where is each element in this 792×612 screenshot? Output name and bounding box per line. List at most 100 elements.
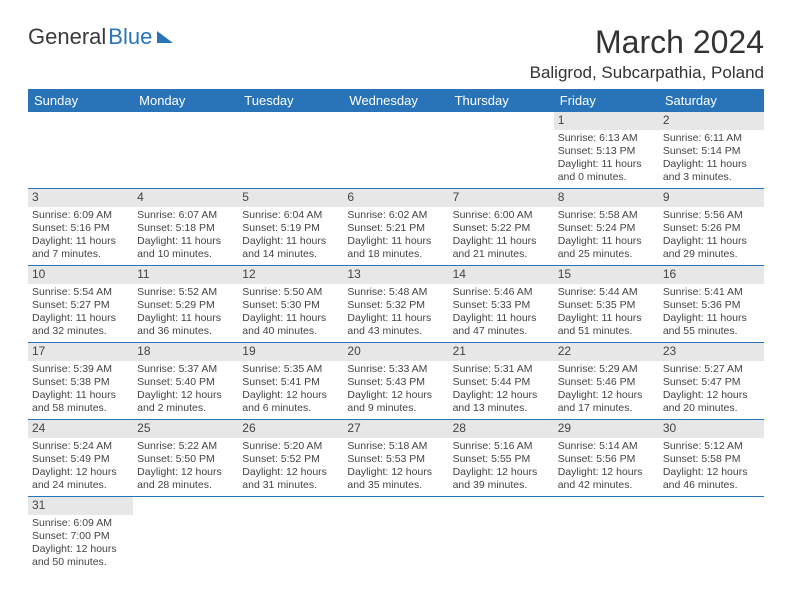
calendar-row: 10Sunrise: 5:54 AMSunset: 5:27 PMDayligh… [28, 266, 764, 343]
day-number: 20 [343, 343, 448, 361]
day-info: Sunrise: 6:11 AMSunset: 5:14 PMDaylight:… [659, 130, 764, 189]
day-info-line: and 39 minutes. [453, 479, 550, 492]
day-info-line: and 3 minutes. [663, 171, 760, 184]
day-info-line: Sunset: 5:27 PM [32, 299, 129, 312]
day-info: Sunrise: 5:22 AMSunset: 5:50 PMDaylight:… [133, 438, 238, 497]
day-info-line: and 43 minutes. [347, 325, 444, 338]
day-info: Sunrise: 5:31 AMSunset: 5:44 PMDaylight:… [449, 361, 554, 420]
day-info-line: Daylight: 12 hours [242, 389, 339, 402]
day-info: Sunrise: 5:56 AMSunset: 5:26 PMDaylight:… [659, 207, 764, 266]
calendar-cell: 3Sunrise: 6:09 AMSunset: 5:16 PMDaylight… [28, 189, 133, 266]
day-info-line: and 25 minutes. [558, 248, 655, 261]
day-info-line: Sunset: 5:32 PM [347, 299, 444, 312]
calendar-row: 3Sunrise: 6:09 AMSunset: 5:16 PMDaylight… [28, 189, 764, 266]
calendar-cell: 30Sunrise: 5:12 AMSunset: 5:58 PMDayligh… [659, 420, 764, 497]
day-info-line: Sunset: 5:46 PM [558, 376, 655, 389]
day-info: Sunrise: 5:27 AMSunset: 5:47 PMDaylight:… [659, 361, 764, 420]
day-info-line: and 0 minutes. [558, 171, 655, 184]
day-info-line: Daylight: 11 hours [347, 235, 444, 248]
day-info: Sunrise: 6:07 AMSunset: 5:18 PMDaylight:… [133, 207, 238, 266]
day-number: 1 [554, 112, 659, 130]
calendar-row: 17Sunrise: 5:39 AMSunset: 5:38 PMDayligh… [28, 343, 764, 420]
day-info-line: Sunrise: 5:48 AM [347, 286, 444, 299]
day-info-line: Daylight: 12 hours [242, 466, 339, 479]
calendar-cell [554, 497, 659, 574]
calendar-cell [659, 497, 764, 574]
calendar-cell: 19Sunrise: 5:35 AMSunset: 5:41 PMDayligh… [238, 343, 343, 420]
day-info-line: Sunset: 5:19 PM [242, 222, 339, 235]
day-info: Sunrise: 5:44 AMSunset: 5:35 PMDaylight:… [554, 284, 659, 343]
calendar-cell [133, 112, 238, 189]
day-info-line: and 7 minutes. [32, 248, 129, 261]
calendar-cell: 11Sunrise: 5:52 AMSunset: 5:29 PMDayligh… [133, 266, 238, 343]
calendar-cell: 2Sunrise: 6:11 AMSunset: 5:14 PMDaylight… [659, 112, 764, 189]
day-number: 11 [133, 266, 238, 284]
logo-text-1: General [28, 24, 106, 50]
day-info-line: Sunrise: 5:33 AM [347, 363, 444, 376]
day-info-line: Daylight: 11 hours [663, 158, 760, 171]
day-number: 10 [28, 266, 133, 284]
day-info-line: Sunset: 5:49 PM [32, 453, 129, 466]
day-info-line: and 31 minutes. [242, 479, 339, 492]
day-info-line: Sunset: 5:16 PM [32, 222, 129, 235]
day-info-line: Daylight: 11 hours [453, 312, 550, 325]
day-info-line: Sunrise: 5:16 AM [453, 440, 550, 453]
day-info-line: Sunset: 5:52 PM [242, 453, 339, 466]
day-number: 21 [449, 343, 554, 361]
calendar-cell: 31Sunrise: 6:09 AMSunset: 7:00 PMDayligh… [28, 497, 133, 574]
day-info-line: Sunset: 5:21 PM [347, 222, 444, 235]
day-info: Sunrise: 5:16 AMSunset: 5:55 PMDaylight:… [449, 438, 554, 497]
day-number: 26 [238, 420, 343, 438]
day-info: Sunrise: 5:52 AMSunset: 5:29 PMDaylight:… [133, 284, 238, 343]
day-info-line: Daylight: 12 hours [32, 543, 129, 556]
calendar-cell: 22Sunrise: 5:29 AMSunset: 5:46 PMDayligh… [554, 343, 659, 420]
day-info-line: Sunset: 5:44 PM [453, 376, 550, 389]
day-info-line: Sunset: 5:33 PM [453, 299, 550, 312]
logo: GeneralBlue [28, 24, 173, 50]
day-info-line: Sunset: 5:55 PM [453, 453, 550, 466]
calendar-cell [343, 497, 448, 574]
day-info-line: Sunset: 5:24 PM [558, 222, 655, 235]
day-info-line: Sunset: 7:00 PM [32, 530, 129, 543]
day-info-line: Daylight: 11 hours [137, 312, 234, 325]
calendar-cell: 9Sunrise: 5:56 AMSunset: 5:26 PMDaylight… [659, 189, 764, 266]
day-info-line: and 9 minutes. [347, 402, 444, 415]
day-number: 25 [133, 420, 238, 438]
day-info: Sunrise: 5:48 AMSunset: 5:32 PMDaylight:… [343, 284, 448, 343]
calendar-cell [449, 112, 554, 189]
calendar-cell: 21Sunrise: 5:31 AMSunset: 5:44 PMDayligh… [449, 343, 554, 420]
calendar-row: 24Sunrise: 5:24 AMSunset: 5:49 PMDayligh… [28, 420, 764, 497]
location: Baligrod, Subcarpathia, Poland [530, 63, 764, 83]
day-number: 28 [449, 420, 554, 438]
day-info-line: Sunrise: 5:58 AM [558, 209, 655, 222]
day-info-line: Sunrise: 6:00 AM [453, 209, 550, 222]
day-info-line: Daylight: 11 hours [32, 312, 129, 325]
day-info-line: and 35 minutes. [347, 479, 444, 492]
day-number: 30 [659, 420, 764, 438]
day-info-line: Sunset: 5:14 PM [663, 145, 760, 158]
day-info-line: and 40 minutes. [242, 325, 339, 338]
day-info-line: Daylight: 11 hours [558, 312, 655, 325]
day-info: Sunrise: 5:29 AMSunset: 5:46 PMDaylight:… [554, 361, 659, 420]
day-info-line: Sunset: 5:13 PM [558, 145, 655, 158]
day-info: Sunrise: 6:09 AMSunset: 5:16 PMDaylight:… [28, 207, 133, 266]
weekday-header: Friday [554, 89, 659, 112]
day-number: 22 [554, 343, 659, 361]
calendar-cell: 4Sunrise: 6:07 AMSunset: 5:18 PMDaylight… [133, 189, 238, 266]
day-info-line: Sunrise: 6:11 AM [663, 132, 760, 145]
day-info-line: Sunrise: 5:37 AM [137, 363, 234, 376]
day-info-line: Sunset: 5:38 PM [32, 376, 129, 389]
day-info: Sunrise: 5:33 AMSunset: 5:43 PMDaylight:… [343, 361, 448, 420]
day-info: Sunrise: 5:39 AMSunset: 5:38 PMDaylight:… [28, 361, 133, 420]
calendar-cell: 13Sunrise: 5:48 AMSunset: 5:32 PMDayligh… [343, 266, 448, 343]
day-info-line: Daylight: 12 hours [663, 389, 760, 402]
calendar-cell: 20Sunrise: 5:33 AMSunset: 5:43 PMDayligh… [343, 343, 448, 420]
day-info-line: Sunset: 5:47 PM [663, 376, 760, 389]
day-info-line: Daylight: 12 hours [558, 389, 655, 402]
day-info-line: Daylight: 11 hours [32, 389, 129, 402]
calendar-cell: 10Sunrise: 5:54 AMSunset: 5:27 PMDayligh… [28, 266, 133, 343]
weekday-header: Thursday [449, 89, 554, 112]
day-number: 29 [554, 420, 659, 438]
day-info-line: and 51 minutes. [558, 325, 655, 338]
day-info: Sunrise: 6:13 AMSunset: 5:13 PMDaylight:… [554, 130, 659, 189]
